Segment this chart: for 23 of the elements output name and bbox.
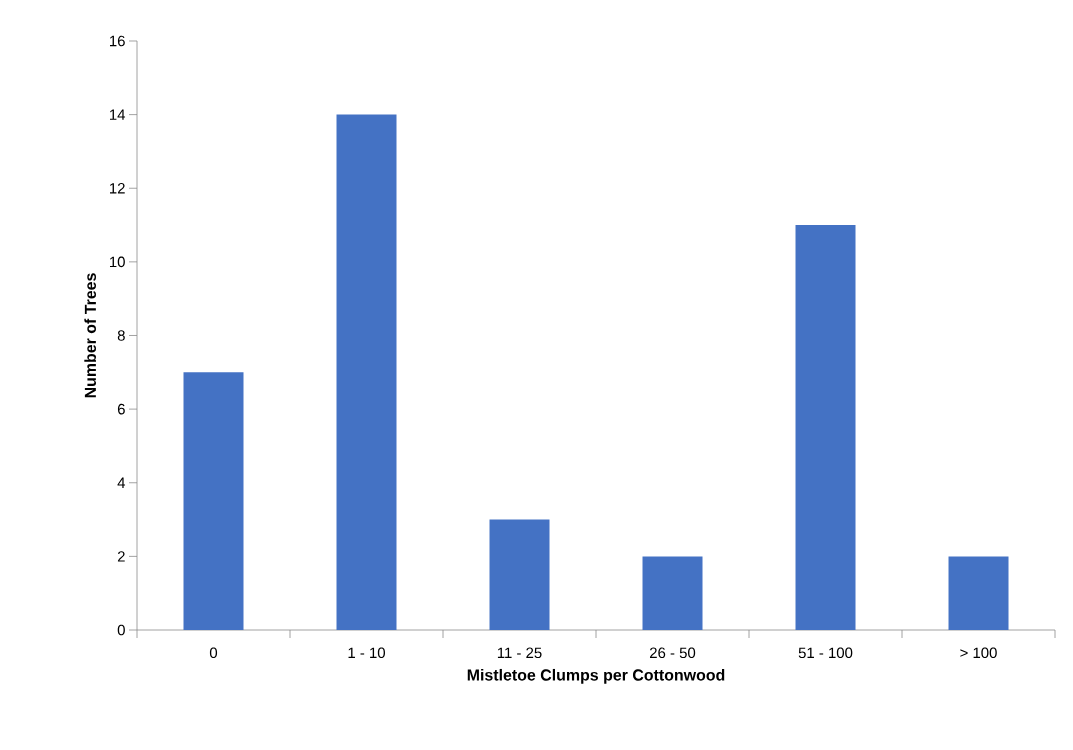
y-tick-label: 10 xyxy=(110,256,125,268)
bar xyxy=(489,519,550,630)
x-axis-title: Mistletoe Clumps per Cottonwood xyxy=(467,668,725,684)
bar xyxy=(336,114,397,630)
x-tick-label: > 100 xyxy=(960,647,997,659)
y-axis-title: Number of Trees xyxy=(84,273,97,398)
bar xyxy=(183,372,244,630)
y-tick-label: 16 xyxy=(110,35,125,47)
y-tick-label: 6 xyxy=(117,403,125,415)
bar xyxy=(795,225,856,630)
x-tick-label: 26 - 50 xyxy=(649,647,696,659)
x-tick-label: 1 - 10 xyxy=(348,647,385,659)
y-tick-label: 4 xyxy=(117,477,126,488)
y-tick-label: 2 xyxy=(117,551,125,562)
y-tick-label: 0 xyxy=(117,624,125,636)
y-tick-label: 14 xyxy=(110,109,126,120)
x-tick-label: 51 - 100 xyxy=(798,647,853,659)
x-tick-label: 0 xyxy=(209,647,218,659)
x-tick-label: 11 - 25 xyxy=(497,647,542,659)
bar xyxy=(642,556,703,630)
y-tick-label: 12 xyxy=(110,183,125,194)
bar xyxy=(948,556,1009,630)
y-tick-label: 8 xyxy=(117,330,125,341)
